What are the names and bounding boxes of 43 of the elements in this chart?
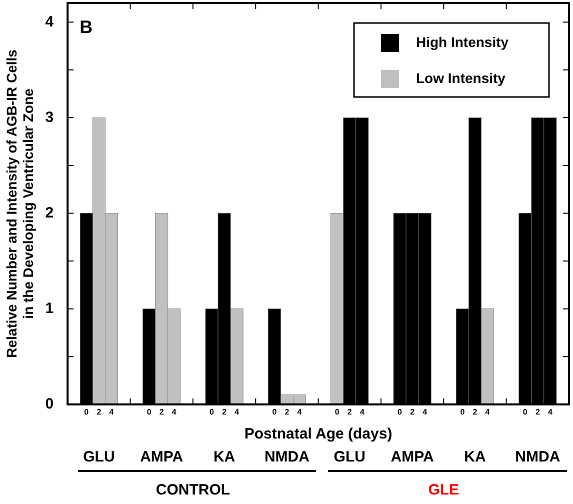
x-tick-label: 2 xyxy=(284,407,290,416)
legend-label: High Intensity xyxy=(416,34,509,50)
x-tick-label: 4 xyxy=(548,407,553,416)
x-tick-label: 2 xyxy=(96,407,102,416)
x-tick-label: 2 xyxy=(535,407,540,416)
text: GLU xyxy=(83,448,115,466)
text: AMPA xyxy=(140,448,184,466)
x-tick-label: 2 xyxy=(222,407,228,416)
text: NMDA xyxy=(515,448,560,466)
text: KA xyxy=(464,448,486,466)
x-tick-label: 4 xyxy=(109,407,114,416)
x-tick-label: 2 xyxy=(472,407,478,416)
x-tick-label: 0 xyxy=(210,407,215,416)
x-tick-label: 4 xyxy=(172,407,177,416)
x-tick-label: 0 xyxy=(146,407,152,416)
annotation: B xyxy=(80,16,93,37)
y-tick-label: 2 xyxy=(45,204,54,222)
x-tick-label: 4 xyxy=(297,407,302,416)
y-axis-title: Relative Number and Intensity of AGB-IR Cells in the Developing Ventricular Zone xyxy=(3,49,36,358)
text: AMPA xyxy=(390,448,434,466)
text: GLU xyxy=(334,448,366,466)
text: GLE xyxy=(428,482,460,499)
x-tick-label: 4 xyxy=(360,407,365,416)
x-tick-label: 2 xyxy=(410,407,416,416)
x-tick-label: 0 xyxy=(522,407,528,416)
x-tick-label: 2 xyxy=(159,407,164,416)
y-tick-label: 3 xyxy=(45,108,54,126)
x-tick-label: 4 xyxy=(234,407,240,416)
x-tick-label: 0 xyxy=(84,407,90,416)
x-tick-label: 0 xyxy=(398,407,403,416)
text: KA xyxy=(213,448,236,466)
x-tick-label: 4 xyxy=(485,407,490,416)
x-axis-title: Postnatal Age (days) xyxy=(244,426,392,443)
text: CONTROL xyxy=(156,482,230,499)
y-tick-label: 1 xyxy=(45,300,54,317)
x-tick-label: 4 xyxy=(422,407,428,416)
x-tick-label: 0 xyxy=(272,407,278,416)
x-tick-label: 2 xyxy=(347,407,352,416)
x-tick-label: 0 xyxy=(334,407,340,416)
legend-label: Low Intensity xyxy=(416,70,506,86)
x-tick-label: 0 xyxy=(460,407,466,416)
y-tick-label: 4 xyxy=(45,13,54,30)
text: NMDA xyxy=(264,448,310,466)
